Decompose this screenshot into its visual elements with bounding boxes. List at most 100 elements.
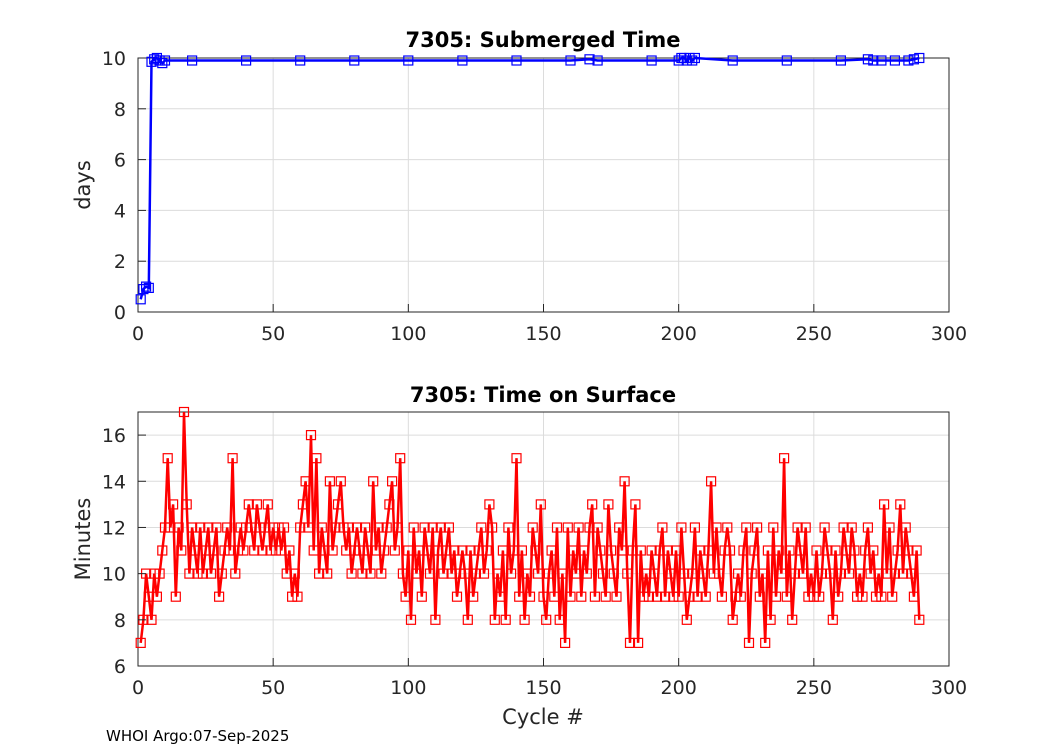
data-point [241,55,252,66]
data-point [192,568,203,579]
data-point [719,545,730,556]
data-point [681,55,692,66]
data-point [597,568,609,579]
data-point [619,476,630,487]
data-point [908,54,920,65]
data-point [873,568,884,579]
data-point [430,614,441,625]
data-point [646,55,657,66]
data-point [327,545,338,556]
data-point [400,591,411,602]
data-point [565,55,576,66]
data-point [895,499,906,510]
data-point [743,637,755,649]
series-markers [135,52,925,305]
data-point [451,591,463,602]
data-point [751,522,763,533]
data-point [554,614,565,625]
data-point [516,545,528,556]
data-point [138,284,149,295]
data-point [384,499,395,510]
data-point [849,545,860,556]
data-point [154,568,165,579]
data-point [770,591,782,602]
data-point [195,522,206,533]
data-point [605,545,617,556]
data-point [200,545,211,556]
data-point [457,55,468,66]
data-point [232,545,244,556]
y-tick-label: 14 [102,471,126,493]
data-point [816,568,828,579]
data-point [546,545,557,556]
y-tick-label: 4 [114,200,126,222]
data-point [176,545,187,556]
data-point [292,591,303,602]
series-line [139,56,920,300]
data-point [800,522,811,533]
x-tick-label: 0 [132,323,144,345]
data-point [476,522,487,533]
data-point [741,522,752,533]
data-point [324,476,335,487]
data-point [530,545,541,556]
x-tick-label: 100 [390,677,426,699]
data-point [887,591,898,602]
data-point [462,614,473,625]
data-point [303,522,314,533]
data-point [414,545,425,556]
data-point [819,522,830,533]
x-tick-label: 250 [796,677,832,699]
data-point [197,568,208,579]
data-point [678,568,690,579]
x-tick-label: 150 [525,677,561,699]
data-point [833,591,844,602]
tick-labels: 0 50 100 150 200 250 300 0 2 4 6 8 10 [102,48,967,345]
data-point [405,614,417,625]
data-point [154,55,165,66]
data-point [189,545,200,556]
y-tick-label: 16 [102,425,126,447]
data-point [484,499,495,510]
x-axis-label: Cycle # [502,705,584,729]
data-point [397,568,408,579]
data-point [170,591,181,602]
data-point [159,55,171,66]
data-point [711,522,722,533]
data-point [703,545,714,556]
data-point [276,545,287,556]
data-point [632,637,644,649]
data-point [681,614,692,625]
data-point [700,591,711,602]
data-point [427,522,438,533]
x-tick-label: 150 [525,323,561,345]
data-point [868,55,879,66]
data-point [676,522,687,533]
data-point [673,591,684,602]
data-point [287,591,298,602]
data-point [187,522,198,533]
data-point [827,614,838,625]
data-point [851,591,863,602]
data-point [143,591,154,602]
data-point [230,568,241,579]
data-point [260,522,271,533]
data-point [878,499,890,510]
data-point [689,522,701,533]
data-point [297,499,308,510]
data-point [695,545,706,556]
data-point [778,453,790,464]
data-point [746,568,757,579]
data-point [835,55,847,66]
time-on-surface-chart: 0 50 100 150 200 250 300 6 8 10 12 14 16 7305: Time … [71,383,967,729]
data-point [803,591,814,602]
data-point [346,568,357,579]
data-point [378,545,390,556]
data-point [792,522,803,533]
data-point [908,591,920,602]
data-point [146,56,157,67]
data-point [727,55,738,66]
data-point [308,545,319,556]
data-point [522,568,533,579]
data-point [351,522,363,533]
